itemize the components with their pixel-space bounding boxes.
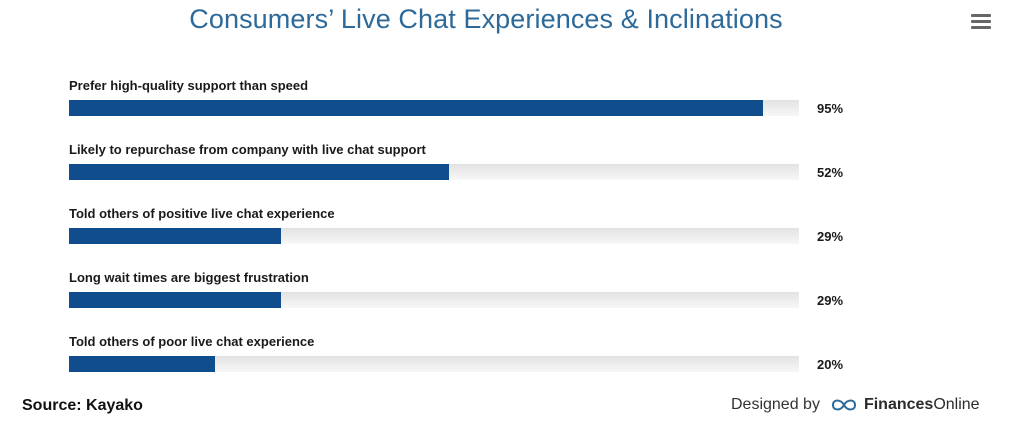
bar	[69, 100, 763, 116]
brand-name-part2: Online	[933, 396, 980, 413]
bar-value-label: 20%	[817, 357, 844, 372]
bar-label: Told others of poor live chat experience	[69, 334, 315, 349]
bar-track	[69, 164, 799, 180]
bar-value-label: 29%	[817, 293, 844, 308]
bar-label: Long wait times are biggest frustration	[69, 270, 309, 285]
bar-value-label: 52%	[817, 165, 844, 180]
bar-value-label: 95%	[817, 101, 844, 116]
designer-credit: Designed by Finances Online	[731, 396, 980, 414]
bar-track	[69, 356, 799, 372]
bar-value-label: 29%	[817, 229, 844, 244]
designed-by-label: Designed by	[731, 396, 820, 413]
bar	[69, 356, 215, 372]
bar-track	[69, 228, 799, 244]
bar	[69, 228, 281, 244]
chart-title: Consumers’ Live Chat Experiences & Incli…	[189, 4, 783, 34]
brand-name-part1: Finances	[863, 396, 934, 413]
source-label: Source: Kayako	[22, 397, 143, 414]
bar-track	[69, 100, 799, 116]
bar-label: Likely to repurchase from company with l…	[69, 142, 426, 157]
financesonline-logo-icon	[831, 399, 856, 411]
bar-label: Prefer high-quality support than speed	[69, 78, 309, 93]
bar	[69, 164, 449, 180]
bar-track	[69, 292, 799, 308]
bar	[69, 292, 281, 308]
bar-label: Told others of positive live chat experi…	[69, 206, 335, 221]
hamburger-menu-icon[interactable]	[971, 14, 991, 30]
